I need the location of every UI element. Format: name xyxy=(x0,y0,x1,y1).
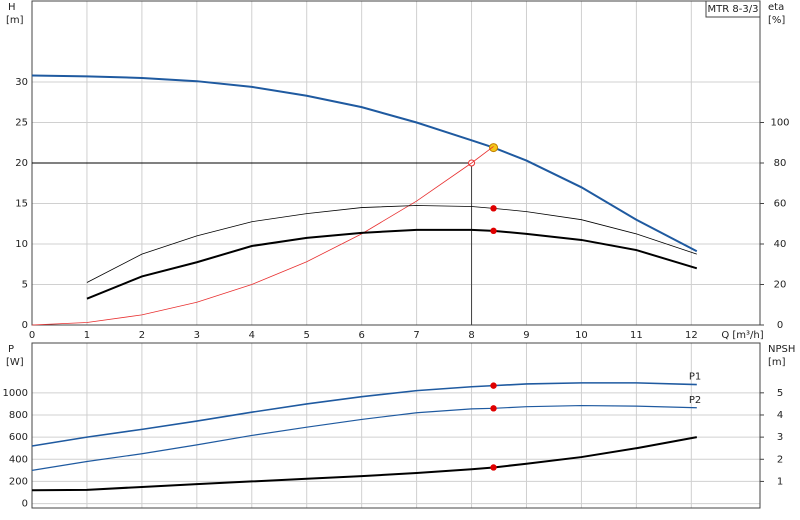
operating-point xyxy=(490,227,497,235)
y2-tick-label: 20 xyxy=(774,280,787,291)
y2-tick-label: 1 xyxy=(777,476,783,487)
x-tick-label: 10 xyxy=(575,330,588,341)
y2-tick-label: 60 xyxy=(774,199,787,210)
y2-tick-label: 2 xyxy=(777,454,783,465)
y-tick-label: 800 xyxy=(9,410,28,421)
y-tick-label: 400 xyxy=(9,454,28,465)
y-tick-label: 0 xyxy=(22,320,28,331)
model-label: MTR 8-3/3 xyxy=(708,4,759,15)
model-box xyxy=(705,0,761,18)
y-tick-label: 30 xyxy=(15,77,28,88)
y-tick-label: 15 xyxy=(15,199,28,210)
operating-point xyxy=(490,205,497,212)
y-axis-label: P xyxy=(8,344,14,355)
y-tick-label: 1000 xyxy=(3,388,28,399)
curve xyxy=(31,436,697,492)
y-tick-label: 200 xyxy=(9,476,28,487)
y2-tick-label: 5 xyxy=(777,388,783,399)
y-tick-label: 5 xyxy=(22,280,28,291)
x-tick-label: 3 xyxy=(194,330,200,341)
x-tick-label: 7 xyxy=(413,330,419,341)
x-tick-label: 0 xyxy=(29,330,35,341)
operating-point xyxy=(490,382,497,389)
y2-tick-label: 3 xyxy=(777,432,783,443)
series-label: P1 xyxy=(689,372,701,383)
curve xyxy=(86,228,698,300)
x-axis-label: Q [m³/h] xyxy=(721,330,763,341)
x-tick-label: 5 xyxy=(304,330,310,341)
operating-point xyxy=(489,143,499,153)
y2-tick-label: 0 xyxy=(777,320,783,331)
x-tick-label: 9 xyxy=(523,330,529,341)
operating-point xyxy=(490,464,497,471)
x-tick-label: 8 xyxy=(468,330,474,341)
y-tick-label: 0 xyxy=(22,499,28,510)
curve xyxy=(31,382,697,447)
operating-point xyxy=(490,405,497,412)
y2-axis-label: eta xyxy=(768,2,784,13)
y2-tick-label: 40 xyxy=(774,239,787,250)
y-axis-unit: [W] xyxy=(6,357,24,368)
x-tick-label: 12 xyxy=(685,330,698,341)
y-tick-label: 10 xyxy=(15,239,28,250)
plot-frame xyxy=(31,342,761,509)
y-tick-label: 25 xyxy=(15,118,28,129)
curve xyxy=(31,74,698,253)
y2-tick-label: 100 xyxy=(770,118,789,129)
y-axis-label: H xyxy=(8,2,16,13)
curve xyxy=(31,404,697,471)
y-tick-label: 20 xyxy=(15,158,28,169)
y2-tick-label: 4 xyxy=(777,410,783,421)
x-tick-label: 6 xyxy=(358,330,364,341)
x-tick-label: 1 xyxy=(84,330,90,341)
x-tick-label: 4 xyxy=(249,330,255,341)
curve xyxy=(86,205,697,283)
series-label: P2 xyxy=(689,395,701,406)
y2-axis-label: NPSH xyxy=(768,344,795,355)
y2-tick-label: 80 xyxy=(774,158,787,169)
curve xyxy=(31,146,494,326)
y-tick-label: 600 xyxy=(9,432,28,443)
y-axis-unit: [m] xyxy=(6,15,24,26)
y2-axis-unit: [%] xyxy=(768,15,785,26)
x-tick-label: 11 xyxy=(630,330,643,341)
x-tick-label: 2 xyxy=(139,330,145,341)
y2-axis-unit: [m] xyxy=(768,357,786,368)
